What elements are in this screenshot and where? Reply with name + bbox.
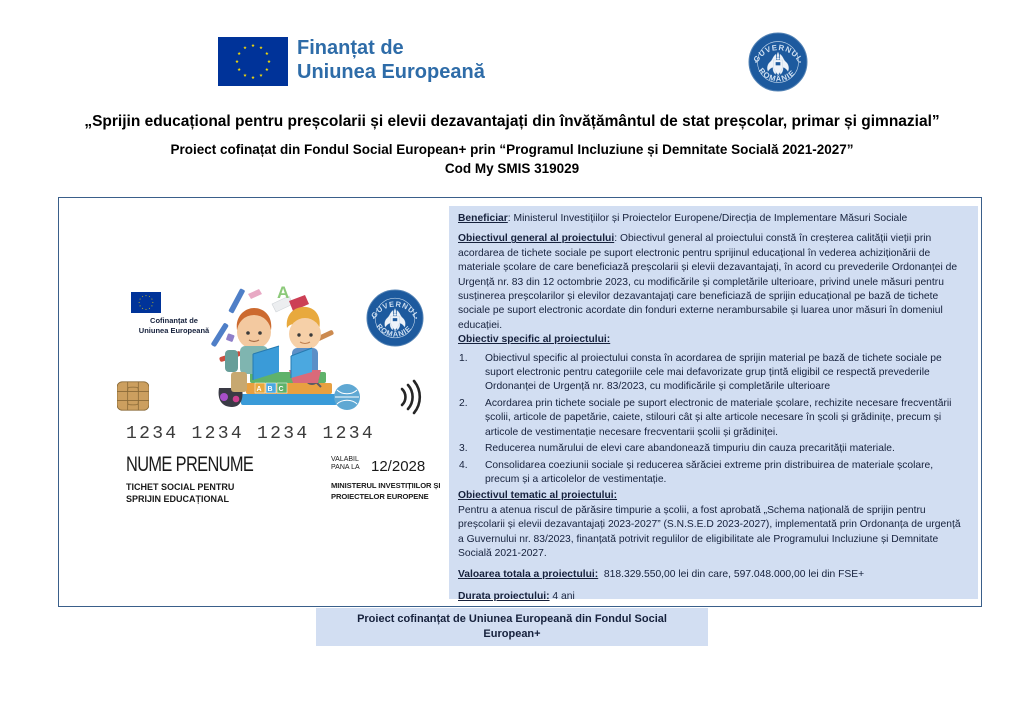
svg-text:A: A: [277, 286, 289, 302]
svg-text:B: B: [268, 386, 273, 393]
svg-text:C: C: [279, 386, 284, 393]
svg-text:A: A: [257, 386, 262, 393]
